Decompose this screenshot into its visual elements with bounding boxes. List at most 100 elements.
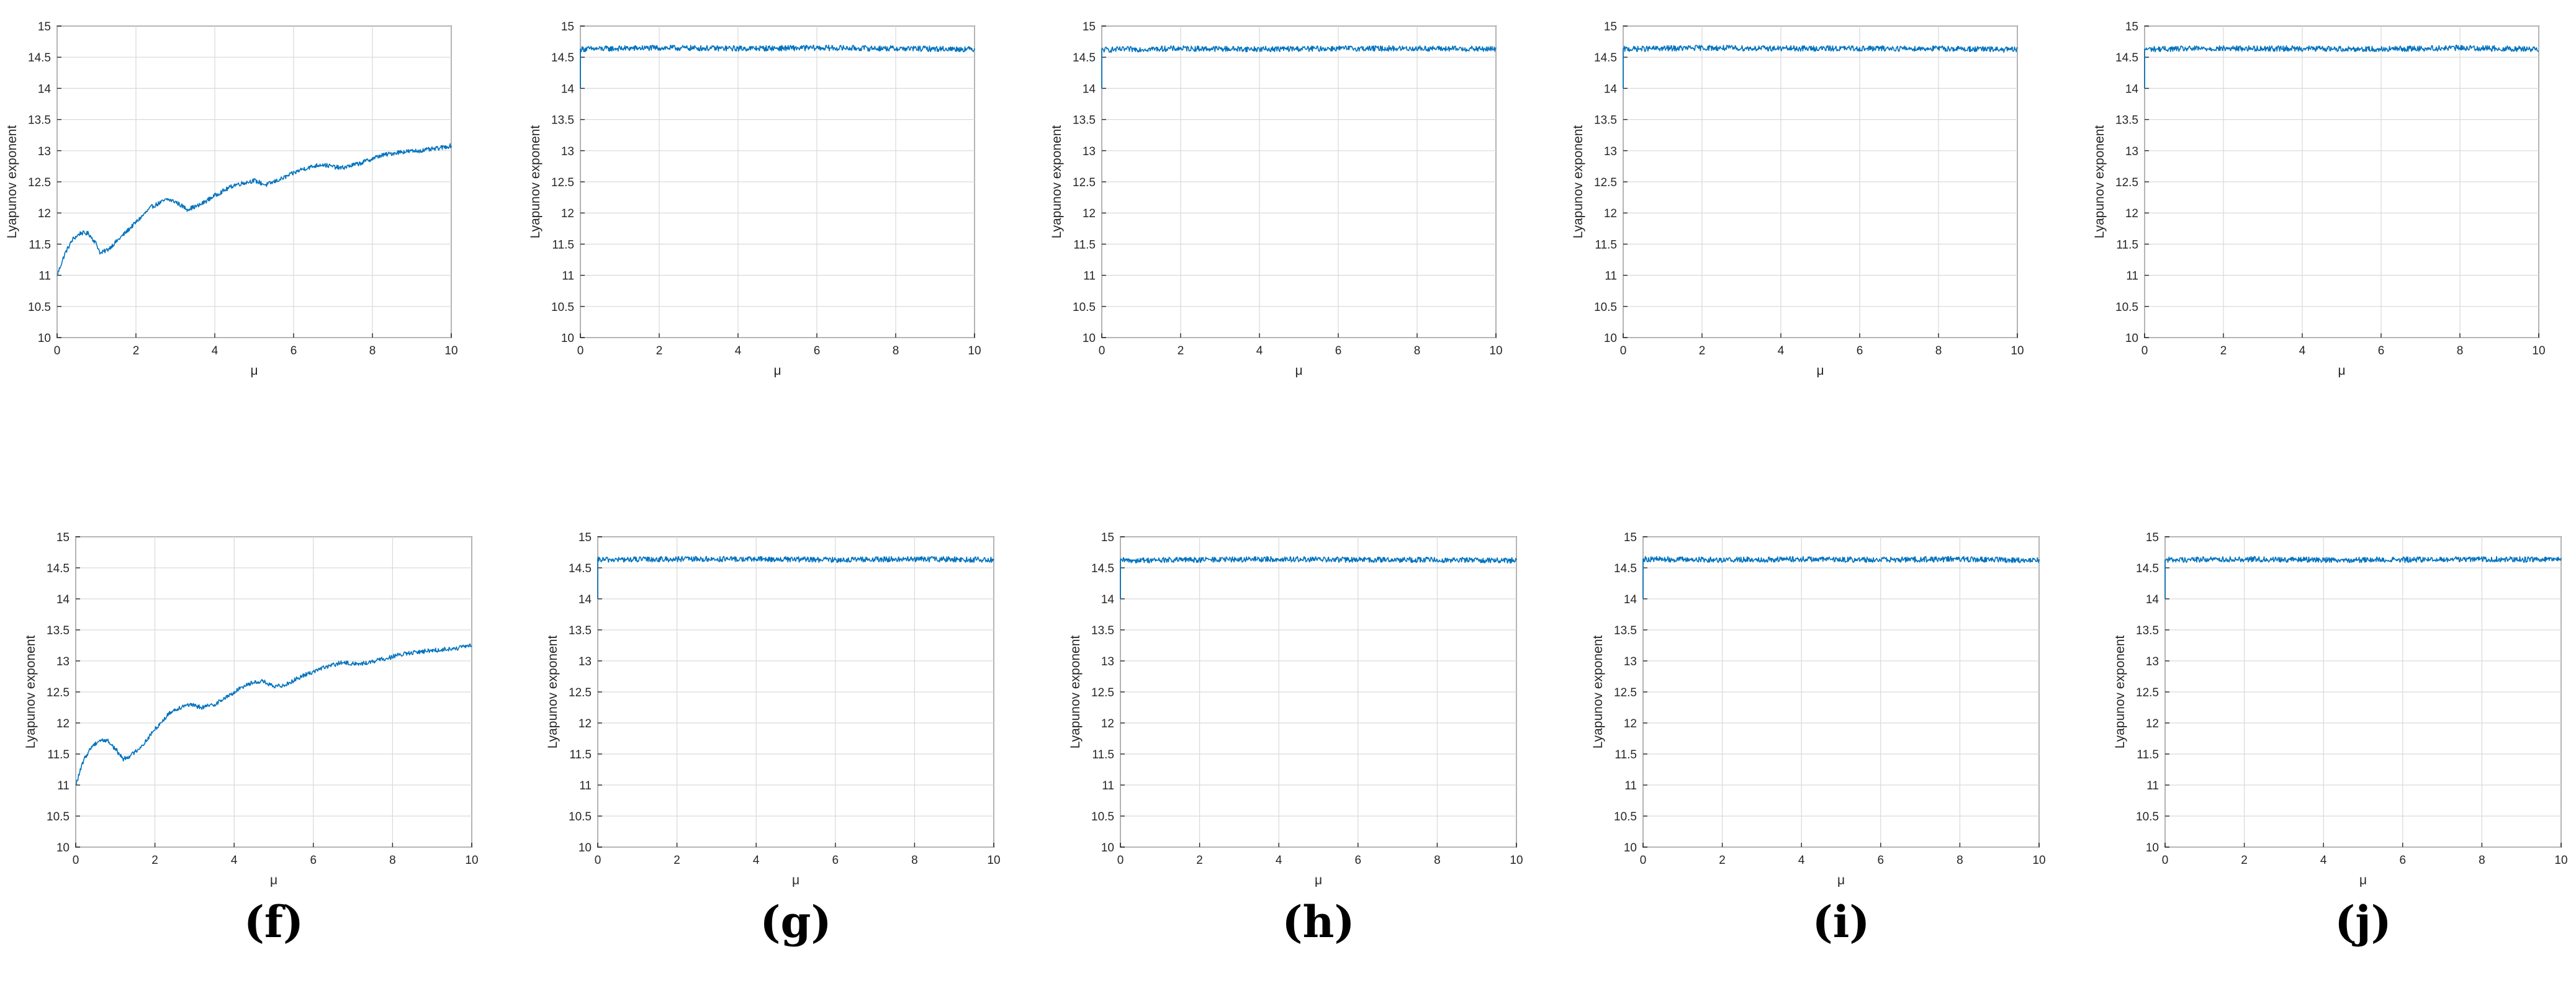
x-tick-label: 0	[1099, 344, 1106, 357]
y-tick-label: 12	[1624, 717, 1637, 730]
y-tick-label: 15	[1604, 20, 1617, 34]
x-tick-label: 2	[1719, 854, 1726, 867]
series-line	[75, 643, 472, 786]
panel-0: 0 2 4 6 8 10 10 10.5 11 11.5 12 12.5 13 13.5 14 14.5 15 μ…	[5, 20, 458, 634]
series-line	[2144, 44, 2539, 89]
x-tick-label: 8	[1957, 854, 1963, 867]
y-tick-label: 12	[561, 207, 574, 220]
x-tick-label: 6	[310, 854, 317, 867]
x-tick-label: 0	[73, 854, 79, 867]
x-tick-label: 2	[133, 344, 140, 357]
x-axis-label: μ	[270, 873, 277, 887]
y-tick-label: 12	[56, 717, 70, 730]
x-tick-label: 10	[2032, 854, 2045, 867]
y-tick-label: 10.5	[551, 301, 574, 314]
x-tick-label: 2	[656, 344, 663, 357]
y-tick-label: 14.5	[551, 52, 574, 65]
y-tick-label: 14.5	[2115, 52, 2138, 65]
series-line	[597, 555, 994, 599]
y-axis-label: Lyapunov exponent	[1050, 125, 1064, 239]
x-tick-label: 2	[2241, 854, 2248, 867]
y-tick-label: 14.5	[2136, 562, 2159, 575]
x-tick-label: 10	[444, 344, 457, 357]
x-tick-label: 4	[1276, 854, 1282, 867]
x-tick-label: 4	[212, 344, 218, 357]
y-axis-label: Lyapunov exponent	[528, 125, 543, 239]
x-tick-label: 6	[814, 344, 821, 357]
y-tick-label: 11	[2146, 779, 2159, 792]
y-tick-label: 12.5	[1594, 176, 1617, 189]
y-tick-label: 11	[1083, 270, 1096, 283]
series-line	[1120, 555, 1517, 599]
y-tick-label: 13	[2125, 145, 2138, 158]
y-tick-label: 10.5	[28, 301, 51, 314]
panel-8: 0 2 4 6 8 10 10 10.5 11 11.5 12 12.5 13 13.5 14 14.5 15 μ…	[1591, 531, 2046, 948]
x-tick-label: 0	[1640, 854, 1647, 867]
panel-caption: (i)	[1813, 896, 1870, 948]
y-tick-label: 11	[2126, 270, 2138, 283]
y-tick-label: 15	[579, 531, 592, 544]
x-tick-label: 8	[1414, 344, 1421, 357]
y-tick-label: 10.5	[2115, 301, 2138, 314]
y-tick-label: 12.5	[2136, 686, 2159, 699]
panel-6: 0 2 4 6 8 10 10 10.5 11 11.5 12 12.5 13 13.5 14 14.5 15 μ…	[546, 531, 1001, 948]
y-tick-label: 10.5	[1594, 301, 1617, 314]
x-tick-label: 6	[290, 344, 297, 357]
y-tick-label: 15	[1083, 20, 1096, 34]
x-axis-label: μ	[773, 364, 781, 378]
y-tick-label: 12.5	[569, 686, 592, 699]
y-axis-label: Lyapunov exponent	[546, 635, 560, 749]
y-axis-label: Lyapunov exponent	[1591, 635, 1605, 749]
y-tick-label: 15	[2125, 20, 2138, 34]
y-tick-label: 14.5	[569, 562, 592, 575]
y-tick-label: 14	[1604, 83, 1618, 96]
x-tick-label: 0	[1620, 344, 1627, 357]
y-tick-label: 12	[2146, 717, 2159, 730]
y-tick-label: 14	[1624, 593, 1637, 606]
y-tick-label: 11.5	[1073, 238, 1096, 251]
y-tick-label: 10.5	[569, 810, 592, 824]
x-tick-label: 4	[2320, 854, 2327, 867]
y-tick-label: 15	[56, 531, 70, 544]
y-tick-label: 13.5	[1073, 114, 1096, 127]
x-tick-label: 0	[2162, 854, 2169, 867]
y-tick-label: 13	[579, 655, 592, 668]
x-tick-label: 6	[2378, 344, 2385, 357]
y-tick-label: 11	[1624, 779, 1637, 792]
y-tick-label: 11.5	[569, 748, 592, 761]
y-tick-label: 12.5	[1073, 176, 1096, 189]
series-line	[1623, 45, 2018, 89]
y-tick-label: 11.5	[47, 748, 70, 761]
y-tick-label: 12.5	[1091, 686, 1114, 699]
x-tick-label: 10	[1510, 854, 1523, 867]
y-tick-label: 13.5	[1614, 624, 1637, 637]
y-tick-label: 10.5	[1614, 810, 1637, 824]
y-tick-label: 12.5	[47, 686, 70, 699]
y-tick-label: 13	[1083, 145, 1096, 158]
x-tick-label: 4	[231, 854, 238, 867]
y-tick-label: 11	[1102, 779, 1114, 792]
x-tick-label: 2	[1699, 344, 1706, 357]
x-tick-label: 6	[1857, 344, 1863, 357]
x-tick-label: 8	[2479, 854, 2485, 867]
y-tick-label: 11.5	[1595, 238, 1617, 251]
y-tick-label: 10.5	[47, 810, 70, 824]
x-tick-label: 4	[753, 854, 760, 867]
y-axis-label: Lyapunov exponent	[5, 125, 19, 239]
y-tick-label: 10	[2146, 842, 2159, 855]
panel-3: 0 2 4 6 8 10 10 10.5 11 11.5 12 12.5 13 13.5 14 14.5 15 μ…	[1571, 20, 2024, 634]
y-tick-label: 15	[2146, 531, 2159, 544]
series-line	[1101, 45, 1497, 89]
y-tick-label: 12.5	[28, 176, 51, 189]
y-tick-label: 11	[579, 779, 592, 792]
y-tick-label: 13.5	[47, 624, 70, 637]
y-tick-label: 14.5	[1594, 52, 1617, 65]
y-tick-label: 13.5	[551, 114, 574, 127]
x-tick-label: 10	[2554, 854, 2567, 867]
y-tick-label: 10	[561, 332, 574, 345]
y-tick-label: 13	[38, 145, 51, 158]
x-tick-label: 10	[1489, 344, 1502, 357]
y-tick-label: 13.5	[2136, 624, 2159, 637]
x-tick-label: 0	[595, 854, 601, 867]
y-tick-label: 10	[2125, 332, 2138, 345]
